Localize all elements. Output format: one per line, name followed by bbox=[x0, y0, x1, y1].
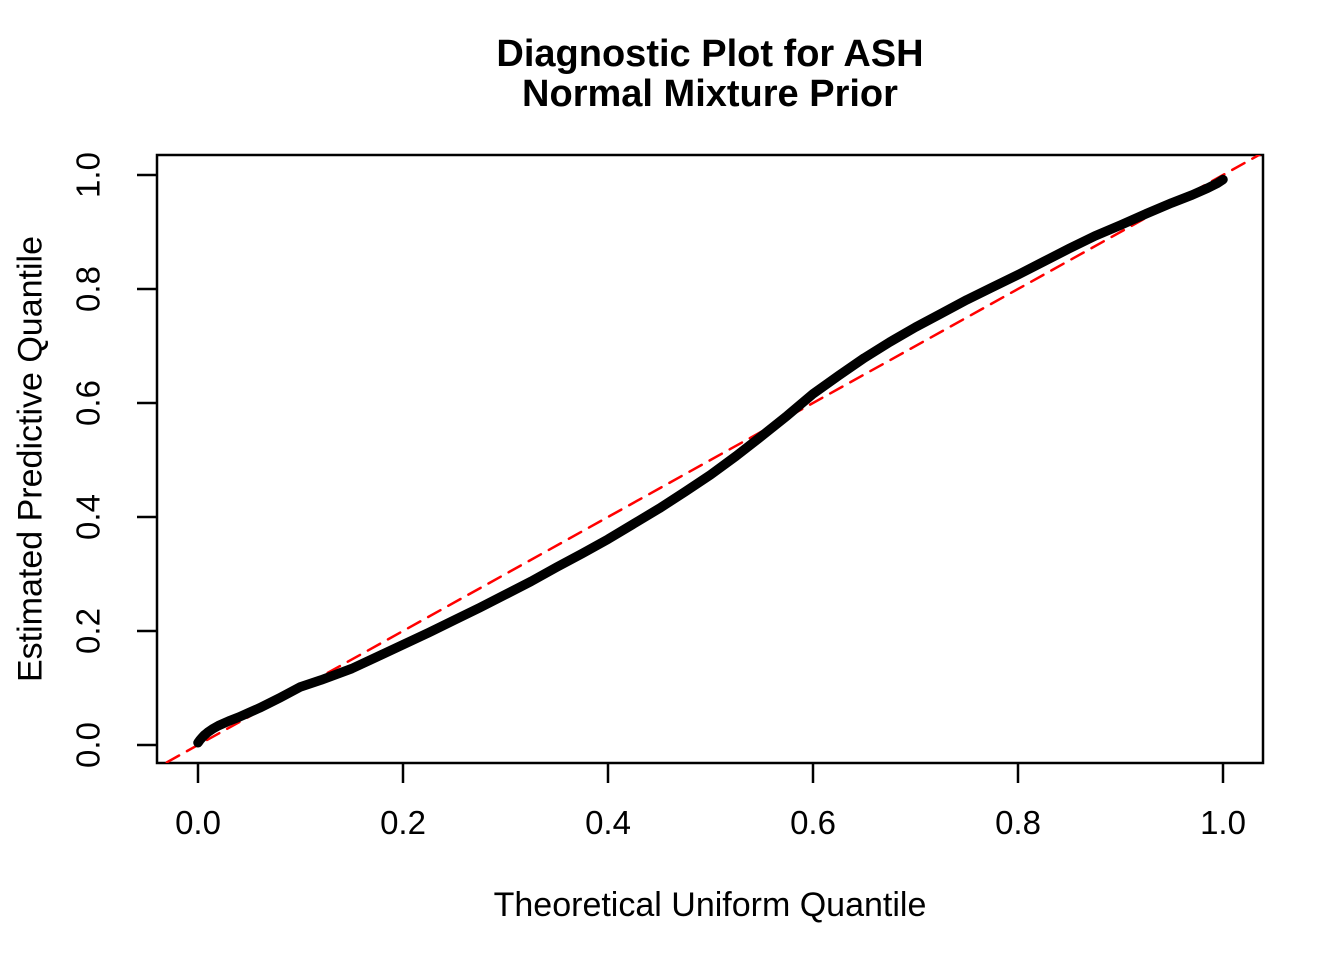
x-tick-label: 0.2 bbox=[380, 804, 426, 841]
y-axis-title: Estimated Predictive Quantile bbox=[11, 236, 50, 682]
quantile-curve bbox=[193, 174, 1228, 748]
x-tick-label: 0.0 bbox=[175, 804, 221, 841]
plot-box bbox=[155, 153, 1265, 765]
y-tick-label: 0.0 bbox=[69, 722, 107, 768]
y-tick-label: 1.0 bbox=[69, 152, 107, 198]
chart-title: Diagnostic Plot for ASH Normal Mixture P… bbox=[496, 34, 923, 114]
y-tick-label: 0.8 bbox=[69, 266, 107, 312]
y-tick-label: 0.6 bbox=[69, 380, 107, 426]
x-axis-title: Theoretical Uniform Quantile bbox=[493, 886, 927, 924]
x-tick-label: 0.4 bbox=[585, 804, 631, 841]
x-tick-label: 0.6 bbox=[790, 804, 836, 841]
y-tick-label: 0.4 bbox=[69, 494, 107, 540]
y-tick-label: 0.2 bbox=[69, 608, 107, 654]
x-tick-label: 1.0 bbox=[1200, 804, 1246, 841]
chart-title-line1: Diagnostic Plot for ASH bbox=[496, 33, 924, 75]
reference-diagonal-line bbox=[163, 155, 1262, 763]
chart-title-line2: Normal Mixture Prior bbox=[522, 73, 898, 115]
x-tick-label: 0.8 bbox=[995, 804, 1041, 841]
